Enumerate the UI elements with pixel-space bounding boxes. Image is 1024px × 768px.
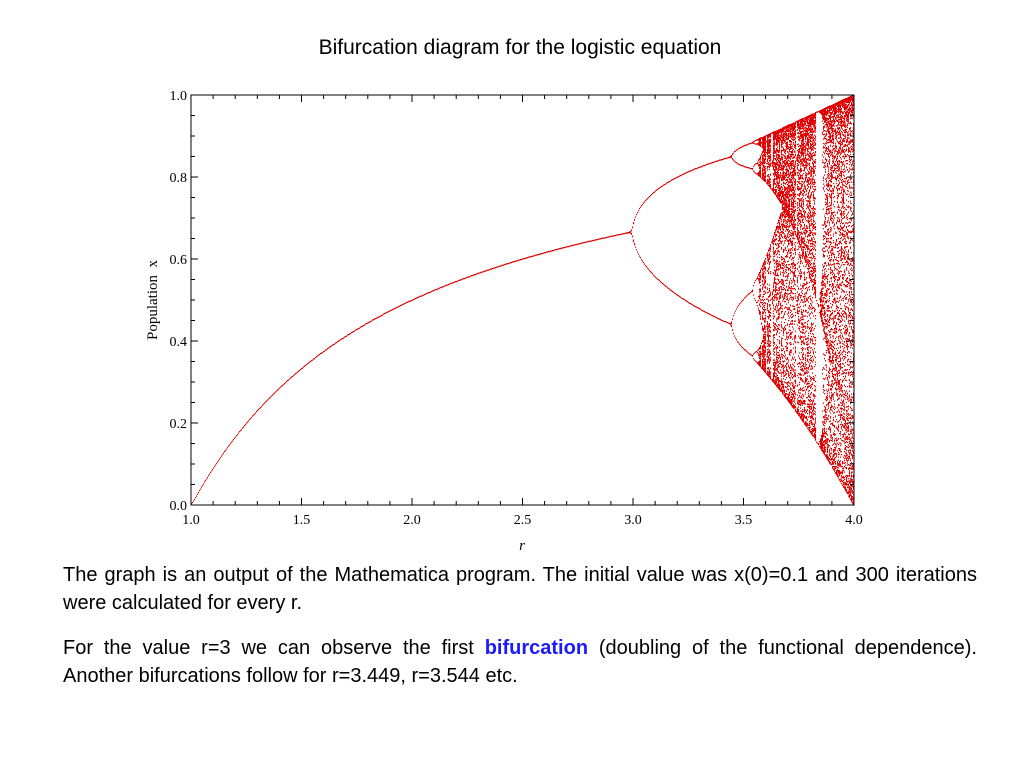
x-tick-label: 2.0 bbox=[403, 513, 421, 528]
x-tick-label: 1.0 bbox=[182, 513, 200, 528]
y-tick-label: 0.0 bbox=[170, 499, 188, 514]
x-tick-label: 1.5 bbox=[293, 513, 311, 528]
y-axis-title: Population x bbox=[145, 260, 161, 341]
axis-ticks bbox=[190, 94, 855, 506]
paragraph-part-2: (doubling of the functional dependence).… bbox=[63, 637, 977, 687]
x-axis-title: r bbox=[519, 538, 525, 554]
bifurcation-points bbox=[190, 94, 855, 506]
y-tick-label: 0.6 bbox=[170, 253, 188, 268]
y-tick-label: 1.0 bbox=[170, 89, 188, 104]
y-tick-label: 0.8 bbox=[170, 171, 188, 186]
plot-frame bbox=[190, 94, 855, 506]
x-tick-labels: 1.0 1.5 2.0 2.5 3.0 3.5 4.0 bbox=[182, 513, 863, 528]
y-tick-label: 0.4 bbox=[170, 335, 188, 350]
bifurcation-keyword: bifurcation bbox=[484, 637, 589, 659]
paragraph-text: The graph is an output of the Mathematic… bbox=[63, 564, 977, 614]
y-tick-label: 0.2 bbox=[170, 417, 188, 432]
bifurcation-chart: 1.0 1.5 2.0 2.5 3.0 3.5 4.0 0.0 0.2 0.4 0.6 0.8 1.0… bbox=[145, 89, 863, 554]
paragraph-text-2: For the value r=3 we can observe the fir… bbox=[63, 634, 977, 690]
description-paragraph: The graph is an output of the Mathematic… bbox=[63, 561, 977, 617]
chart-points bbox=[190, 94, 855, 506]
slide-title: Bifurcation diagram for the logistic equ… bbox=[318, 36, 722, 59]
paragraph-part-1: For the value r=3 we can observe the fir… bbox=[63, 637, 485, 659]
y-tick-labels: 0.0 0.2 0.4 0.6 0.8 1.0 bbox=[170, 89, 188, 514]
bifurcation-paragraph: For the value r=3 we can observe the fir… bbox=[63, 634, 977, 690]
x-tick-label: 4.0 bbox=[845, 513, 863, 528]
x-tick-label: 3.5 bbox=[735, 513, 753, 528]
x-tick-label: 2.5 bbox=[514, 513, 532, 528]
x-tick-label: 3.0 bbox=[624, 513, 642, 528]
